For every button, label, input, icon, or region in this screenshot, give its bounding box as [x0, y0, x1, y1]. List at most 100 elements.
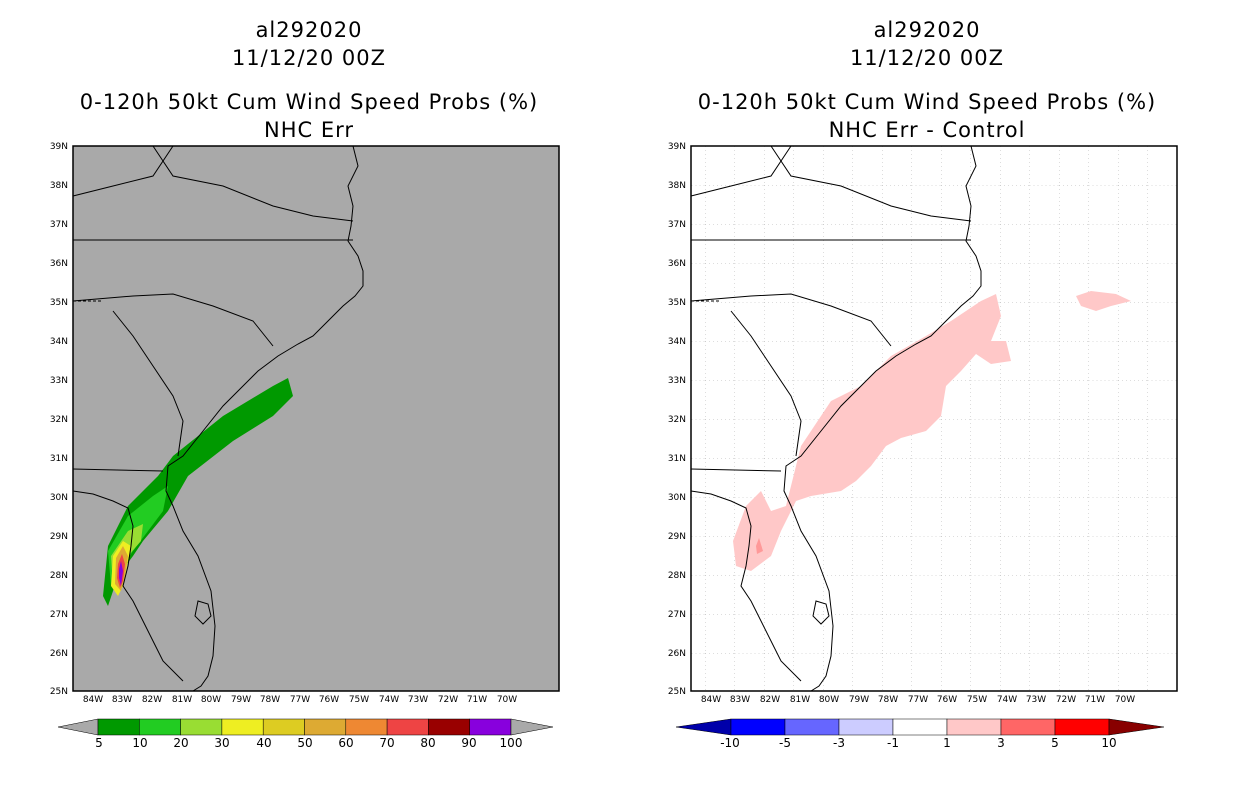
lat-label: 25N: [49, 687, 68, 697]
lat-label: 27N: [49, 610, 68, 620]
subtitle: NHC Err - Control: [828, 118, 1026, 142]
colorbar-label: -1: [887, 736, 899, 750]
lon-label: 74W: [996, 695, 1018, 705]
colorbar-cell: [221, 718, 264, 736]
lon-label: 75W: [348, 695, 370, 705]
lat-label: 25N: [667, 687, 686, 697]
datetime-title: 11/12/20 00Z: [849, 46, 1005, 70]
gulf-coast: [690, 490, 802, 682]
colorbar-low-arrow: [675, 718, 732, 736]
colorbar-label: -5: [779, 736, 791, 750]
colorbar-cell: [345, 718, 388, 736]
colorbar-label: 60: [338, 736, 354, 750]
lon-label: 81W: [789, 695, 811, 705]
diff-swath-blob-east: [1076, 291, 1131, 311]
lat-label: 38N: [667, 181, 686, 191]
colorbar-cell: [1000, 718, 1056, 736]
lat-label: 33N: [49, 376, 68, 386]
coastline: [783, 145, 982, 692]
state-border-ga-sc: [112, 310, 184, 457]
lat-label: 39N: [667, 142, 686, 152]
diff-swath-3-5: [756, 538, 763, 554]
state-border-sc: [72, 293, 274, 347]
lon-label: 74W: [378, 695, 400, 705]
lon-label: 71W: [466, 695, 488, 705]
lon-label: 72W: [437, 695, 459, 705]
lon-label: 71W: [1084, 695, 1106, 705]
lon-label: 76W: [318, 695, 340, 705]
subtitle: NHC Err: [263, 118, 354, 142]
lat-label: 30N: [667, 493, 686, 503]
lat-label: 35N: [667, 298, 686, 308]
state-border-tn: [690, 145, 792, 197]
product-title: 0-120h 50kt Cum Wind Speed Probs (%): [79, 90, 539, 114]
diff-swath-1-3: [733, 294, 1011, 571]
lon-label: 72W: [1055, 695, 1077, 705]
colorbar-label: 30: [214, 736, 230, 750]
prob-swath-90: [119, 561, 123, 586]
colorbar-label: 90: [461, 736, 477, 750]
lat-label: 26N: [667, 649, 686, 659]
colorbar-cell: [262, 718, 305, 736]
lat-label: 37N: [667, 220, 686, 230]
lat-label: 27N: [667, 610, 686, 620]
lon-label: 79W: [848, 695, 870, 705]
lat-label: 32N: [49, 415, 68, 425]
colorbar-cell: [892, 718, 948, 736]
lon-label: 70W: [1114, 695, 1136, 705]
colorbar-left: [57, 718, 554, 736]
lon-label: 77W: [907, 695, 929, 705]
colorbar-label: -10: [720, 736, 740, 750]
state-border-tn: [72, 145, 174, 197]
coastline: [165, 145, 364, 692]
map-background: [72, 145, 560, 692]
state-border-va: [770, 145, 972, 222]
colorbar-label: 70: [379, 736, 395, 750]
state-border-ga-fl: [72, 468, 164, 472]
colorbar-label: 10: [132, 736, 148, 750]
colorbar-label: 50: [297, 736, 313, 750]
colorbar-cell: [97, 718, 140, 736]
lat-label: 26N: [49, 649, 68, 659]
colorbar-label: 1: [943, 736, 951, 750]
lat-label: 35N: [49, 298, 68, 308]
prob-swath-5: [103, 378, 293, 606]
colorbar-high-arrow: [510, 718, 554, 736]
map-right: [690, 145, 1178, 692]
lon-label: 83W: [729, 695, 751, 705]
lon-label: 76W: [936, 695, 958, 705]
map-left: [72, 145, 560, 692]
colorbar-cell: [730, 718, 786, 736]
colorbar-cell: [838, 718, 894, 736]
lat-label: 28N: [49, 571, 68, 581]
lon-label: 84W: [700, 695, 722, 705]
colorbar-cell: [304, 718, 347, 736]
colorbar-label: 40: [256, 736, 272, 750]
lat-label: 33N: [667, 376, 686, 386]
colorbar-cell: [386, 718, 429, 736]
lon-label: 81W: [171, 695, 193, 705]
colorbar-high-arrow: [1108, 718, 1165, 736]
colorbar-label: -3: [833, 736, 845, 750]
lon-label: 70W: [496, 695, 518, 705]
lon-label: 82W: [141, 695, 163, 705]
colorbar-right: [675, 718, 1165, 736]
colorbar-cell: [428, 718, 470, 736]
colorbar-label: 80: [420, 736, 436, 750]
lat-label: 31N: [667, 454, 686, 464]
lat-label: 36N: [49, 259, 68, 269]
lat-label: 29N: [667, 532, 686, 542]
colorbar-cell: [784, 718, 840, 736]
colorbar-cell: [180, 718, 223, 736]
lon-label: 73W: [407, 695, 429, 705]
lon-label: 78W: [259, 695, 281, 705]
lat-label: 30N: [49, 493, 68, 503]
lon-label: 79W: [230, 695, 252, 705]
left-panel: al292020 11/12/20 00Z 0-120h 50kt Cum Wi…: [49, 18, 560, 750]
lon-label: 73W: [1025, 695, 1047, 705]
lat-label: 31N: [49, 454, 68, 464]
storm-id-title: al292020: [873, 18, 981, 42]
state-border-sc: [690, 293, 892, 347]
map-frame: [690, 145, 1178, 692]
colorbar-label: 5: [1051, 736, 1059, 750]
